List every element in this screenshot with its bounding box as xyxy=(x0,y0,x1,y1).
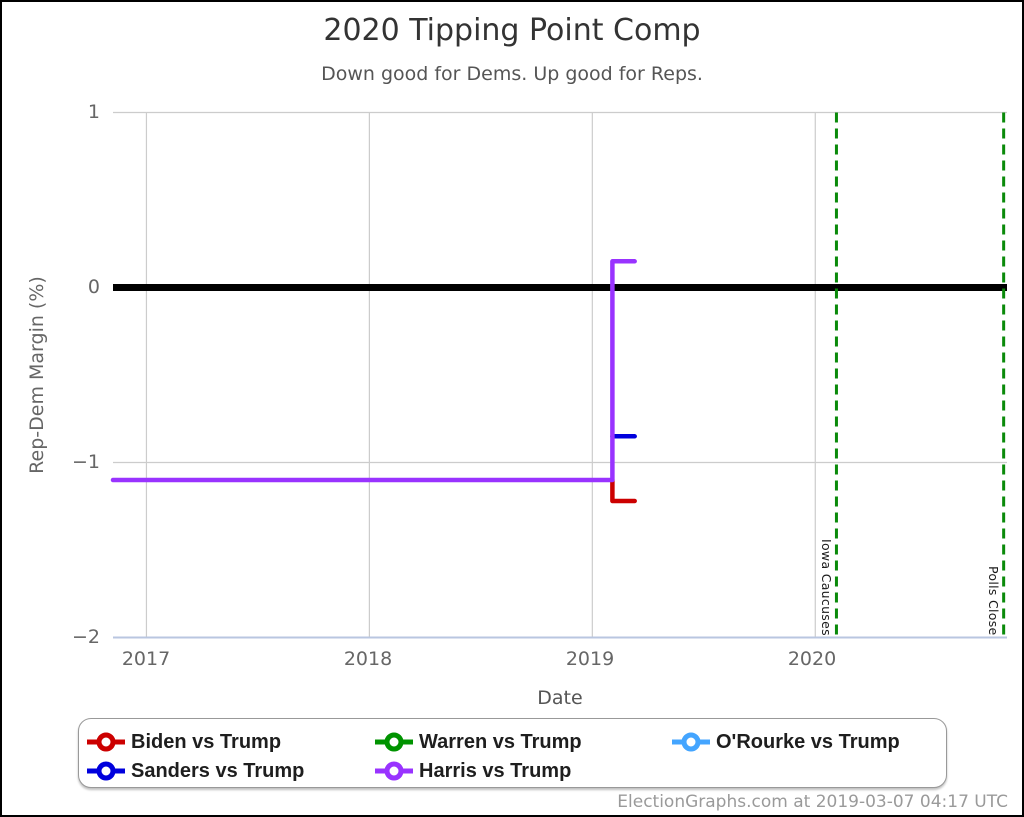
legend-entry-warren: Warren vs Trump xyxy=(375,729,582,755)
x-tick-2018: 2018 xyxy=(343,648,393,670)
legend-label: Harris vs Trump xyxy=(419,759,572,782)
chart-subtitle: Down good for Dems. Up good for Reps. xyxy=(321,63,703,85)
legend-marker-icon xyxy=(672,732,710,752)
legend-entry-harris: Harris vs Trump xyxy=(375,758,571,784)
legend-label: O'Rourke vs Trump xyxy=(716,730,900,753)
series-line xyxy=(110,259,637,483)
annotation-label-iowa-caucuses: Iowa Caucuses xyxy=(819,539,834,636)
legend-entry-biden: Biden vs Trump xyxy=(87,729,281,755)
series-line xyxy=(610,477,637,504)
y-tick-0: 0 xyxy=(87,276,100,298)
legend-label: Biden vs Trump xyxy=(131,730,282,753)
legend-marker-icon xyxy=(87,732,125,752)
x-tick-2019: 2019 xyxy=(565,648,615,670)
annotation-label-polls-close: Polls Close xyxy=(986,566,1001,636)
legend-entry-orourke: O'Rourke vs Trump xyxy=(672,729,900,755)
legend: Biden vs Trump Warren vs Trump O'Rourke … xyxy=(78,718,947,788)
legend-marker-icon xyxy=(375,732,413,752)
legend-marker-icon xyxy=(87,761,125,781)
legend-marker-icon xyxy=(375,761,413,781)
x-tick-2017: 2017 xyxy=(121,648,171,670)
legend-label: Sanders vs Trump xyxy=(131,759,305,782)
legend-label: Warren vs Trump xyxy=(419,730,582,753)
legend-entry-sanders: Sanders vs Trump xyxy=(87,758,304,784)
y-tick-1: 1 xyxy=(87,101,100,123)
y-axis-title: Rep-Dem Margin (%) xyxy=(26,276,48,474)
y-tick-neg2: −2 xyxy=(71,626,100,648)
credit-text: ElectionGraphs.com at 2019-03-07 04:17 U… xyxy=(617,792,1008,812)
chart-title: 2020 Tipping Point Comp xyxy=(323,13,701,48)
y-tick-neg1: −1 xyxy=(71,451,100,473)
x-axis-title: Date xyxy=(537,687,583,709)
x-tick-2020: 2020 xyxy=(787,648,837,670)
